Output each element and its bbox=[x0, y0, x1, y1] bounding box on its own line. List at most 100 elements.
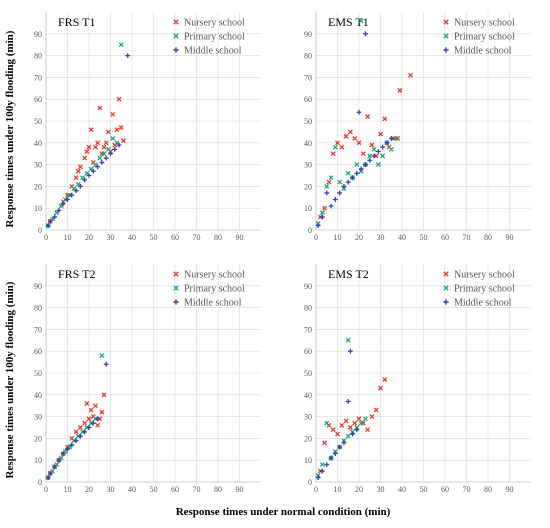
x-tick-label: 50 bbox=[420, 233, 428, 242]
y-tick-label: 0 bbox=[38, 478, 42, 487]
x-tick-label: 80 bbox=[214, 233, 222, 242]
data-point bbox=[97, 155, 103, 161]
data-point bbox=[78, 433, 83, 439]
data-point bbox=[47, 470, 53, 476]
y-tick-label: 90 bbox=[304, 282, 312, 291]
data-point bbox=[95, 416, 100, 422]
data-point bbox=[324, 183, 330, 189]
legend-entry: Middle school bbox=[184, 46, 242, 57]
data-point bbox=[324, 190, 330, 196]
panel-title: EMS T1 bbox=[328, 15, 369, 29]
series-middle-school bbox=[315, 348, 360, 481]
data-point bbox=[363, 162, 368, 167]
data-point bbox=[347, 129, 353, 135]
data-point bbox=[110, 135, 116, 141]
data-point bbox=[110, 112, 116, 117]
y-tick-label: 80 bbox=[34, 304, 42, 313]
x-tick-label: 50 bbox=[420, 485, 428, 494]
series-nursery-school bbox=[47, 392, 107, 476]
x-tick-label: 60 bbox=[171, 233, 179, 242]
data-point bbox=[369, 142, 375, 148]
data-point bbox=[99, 160, 105, 165]
y-tick-label: 40 bbox=[34, 139, 42, 148]
data-point bbox=[101, 151, 107, 157]
data-point bbox=[49, 216, 55, 222]
data-point bbox=[347, 425, 353, 430]
y-tick-label: 30 bbox=[304, 161, 312, 170]
data-point bbox=[58, 203, 64, 209]
x-tick-label: 0 bbox=[314, 233, 318, 242]
data-point bbox=[73, 429, 79, 435]
x-tick-label: 10 bbox=[334, 485, 342, 494]
x-tick-label: 90 bbox=[506, 233, 514, 242]
data-point bbox=[92, 403, 98, 409]
x-tick-label: 0 bbox=[44, 233, 48, 242]
data-point bbox=[378, 131, 383, 137]
y-tick-label: 80 bbox=[34, 52, 42, 61]
y-tick-label: 90 bbox=[304, 30, 312, 39]
data-point bbox=[341, 440, 347, 446]
x-tick-label: 70 bbox=[463, 485, 471, 494]
data-point bbox=[397, 88, 403, 93]
data-point bbox=[86, 173, 92, 178]
x-tick-label: 80 bbox=[214, 485, 222, 494]
data-point bbox=[45, 223, 51, 229]
y-axis-title-bottom: Response times under 100y flooding (min) bbox=[4, 281, 16, 478]
data-point bbox=[45, 475, 51, 481]
y-tick-label: 70 bbox=[304, 325, 312, 334]
x-tick-label: 90 bbox=[236, 233, 244, 242]
data-point bbox=[120, 138, 126, 144]
data-point bbox=[320, 468, 325, 474]
data-point bbox=[95, 422, 101, 428]
data-point bbox=[345, 433, 351, 439]
data-point bbox=[62, 449, 68, 454]
data-point bbox=[388, 136, 394, 141]
data-point bbox=[382, 377, 388, 382]
data-point bbox=[54, 210, 60, 216]
data-point bbox=[108, 151, 113, 157]
x-tick-label: 80 bbox=[484, 485, 492, 494]
data-point bbox=[118, 125, 124, 130]
y-tick-label: 0 bbox=[308, 478, 312, 487]
y-tick-label: 50 bbox=[304, 369, 312, 378]
data-point bbox=[375, 162, 381, 168]
data-point bbox=[77, 164, 83, 170]
y-tick-label: 10 bbox=[304, 204, 312, 213]
data-point bbox=[73, 438, 79, 443]
y-tick-label: 10 bbox=[304, 456, 312, 465]
data-point bbox=[320, 214, 325, 220]
data-point bbox=[86, 425, 92, 430]
y-tick-label: 0 bbox=[38, 226, 42, 235]
y-tick-label: 70 bbox=[304, 73, 312, 82]
data-point bbox=[356, 140, 362, 146]
data-point bbox=[95, 140, 101, 146]
x-tick-label: 20 bbox=[85, 485, 93, 494]
y-tick-label: 60 bbox=[34, 95, 42, 104]
data-point bbox=[369, 414, 375, 420]
data-point bbox=[384, 140, 390, 146]
data-point bbox=[54, 462, 60, 468]
x-tick-label: 0 bbox=[44, 485, 48, 494]
x-tick-label: 10 bbox=[64, 233, 72, 242]
data-point bbox=[367, 157, 373, 163]
y-tick-label: 40 bbox=[304, 139, 312, 148]
legend-entry: Primary school bbox=[454, 284, 515, 295]
legend-marker bbox=[173, 271, 179, 277]
y-tick-label: 60 bbox=[34, 347, 42, 356]
data-point bbox=[315, 475, 321, 481]
series-nursery-school bbox=[317, 72, 414, 220]
data-point bbox=[90, 420, 96, 426]
y-tick-label: 10 bbox=[34, 456, 42, 465]
data-point bbox=[324, 462, 330, 467]
legend-entry: Nursery school bbox=[184, 18, 245, 29]
x-tick-label: 40 bbox=[128, 233, 136, 242]
data-point bbox=[47, 218, 53, 224]
data-point bbox=[82, 429, 88, 435]
data-point bbox=[341, 184, 347, 189]
data-point bbox=[339, 422, 345, 428]
data-point bbox=[84, 170, 90, 176]
data-point bbox=[105, 129, 111, 135]
data-point bbox=[86, 416, 92, 422]
legend-marker bbox=[173, 33, 179, 39]
y-tick-label: 50 bbox=[304, 117, 312, 126]
